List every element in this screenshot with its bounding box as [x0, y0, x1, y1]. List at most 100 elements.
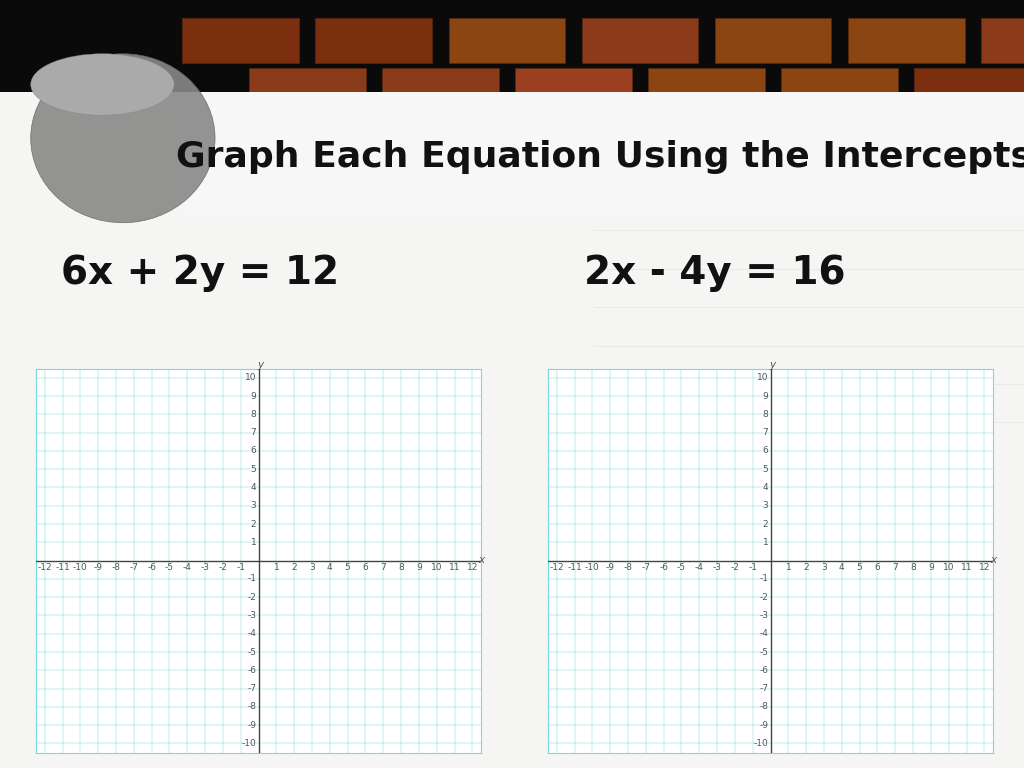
Text: 10: 10 — [943, 564, 954, 572]
Text: 2: 2 — [763, 520, 768, 528]
FancyBboxPatch shape — [848, 18, 965, 63]
FancyBboxPatch shape — [449, 18, 565, 63]
FancyBboxPatch shape — [715, 18, 831, 63]
Text: 9: 9 — [763, 392, 768, 401]
Text: -3: -3 — [201, 564, 210, 572]
Text: -3: -3 — [713, 564, 722, 572]
Text: -4: -4 — [695, 564, 703, 572]
FancyBboxPatch shape — [582, 118, 698, 163]
Text: -6: -6 — [760, 666, 768, 675]
Text: Graph Each Equation Using the Intercepts: Graph Each Equation Using the Intercepts — [176, 141, 1024, 174]
Text: 9: 9 — [251, 392, 256, 401]
Text: -3: -3 — [760, 611, 768, 620]
Text: -4: -4 — [183, 564, 191, 572]
Text: -10: -10 — [754, 739, 768, 748]
Bar — [184, 0, 1024, 169]
Bar — [184, 92, 1024, 215]
Text: -2: -2 — [248, 593, 256, 601]
FancyBboxPatch shape — [182, 18, 299, 63]
Text: 2: 2 — [251, 520, 256, 528]
Text: 8: 8 — [910, 564, 916, 572]
Text: 9: 9 — [416, 564, 422, 572]
Text: -8: -8 — [760, 703, 768, 711]
Text: 2x - 4y = 16: 2x - 4y = 16 — [584, 253, 845, 292]
Text: 7: 7 — [763, 428, 768, 437]
Text: -11: -11 — [567, 564, 582, 572]
Text: 3: 3 — [309, 564, 315, 572]
Text: -5: -5 — [165, 564, 174, 572]
Text: -12: -12 — [38, 564, 52, 572]
Bar — [0, 92, 1024, 768]
Text: x: x — [990, 554, 996, 564]
Text: -4: -4 — [248, 629, 256, 638]
Ellipse shape — [31, 54, 174, 115]
Text: -8: -8 — [248, 703, 256, 711]
FancyBboxPatch shape — [582, 18, 698, 63]
Text: 10: 10 — [245, 373, 256, 382]
Text: 10: 10 — [431, 564, 442, 572]
Text: 7: 7 — [892, 564, 898, 572]
Text: -12: -12 — [550, 564, 564, 572]
Text: -7: -7 — [760, 684, 768, 694]
Text: 4: 4 — [763, 483, 768, 492]
Text: -9: -9 — [94, 564, 102, 572]
Text: -2: -2 — [730, 564, 739, 572]
Text: -10: -10 — [73, 564, 88, 572]
Text: 4: 4 — [839, 564, 845, 572]
FancyBboxPatch shape — [648, 68, 765, 113]
FancyBboxPatch shape — [848, 118, 965, 163]
Text: 6x + 2y = 12: 6x + 2y = 12 — [61, 253, 340, 292]
Text: -7: -7 — [248, 684, 256, 694]
Text: -5: -5 — [760, 647, 768, 657]
Text: -3: -3 — [248, 611, 256, 620]
Text: 9: 9 — [928, 564, 934, 572]
Text: 5: 5 — [251, 465, 256, 474]
Text: 12: 12 — [467, 564, 478, 572]
Text: 3: 3 — [251, 502, 256, 510]
Text: 7: 7 — [251, 428, 256, 437]
Text: 6: 6 — [763, 446, 768, 455]
Text: -10: -10 — [585, 564, 600, 572]
Text: 6: 6 — [362, 564, 369, 572]
Text: 11: 11 — [449, 564, 461, 572]
Text: 12: 12 — [979, 564, 990, 572]
Bar — [0, 0, 1024, 92]
Text: 8: 8 — [398, 564, 404, 572]
Text: 8: 8 — [251, 410, 256, 419]
Text: 4: 4 — [327, 564, 333, 572]
Text: -1: -1 — [248, 574, 256, 584]
Text: -5: -5 — [677, 564, 686, 572]
Text: 1: 1 — [273, 564, 280, 572]
FancyBboxPatch shape — [715, 118, 831, 163]
FancyBboxPatch shape — [249, 68, 366, 113]
FancyBboxPatch shape — [914, 68, 1024, 113]
Text: x: x — [478, 554, 484, 564]
FancyBboxPatch shape — [182, 118, 299, 163]
Text: -9: -9 — [248, 720, 256, 730]
Text: -6: -6 — [659, 564, 668, 572]
Text: -5: -5 — [248, 647, 256, 657]
Text: y: y — [769, 360, 775, 370]
Text: 8: 8 — [763, 410, 768, 419]
Text: 1: 1 — [763, 538, 768, 547]
FancyBboxPatch shape — [315, 18, 432, 63]
Text: 11: 11 — [961, 564, 973, 572]
Text: -2: -2 — [760, 593, 768, 601]
Text: 2: 2 — [292, 564, 297, 572]
Text: -8: -8 — [624, 564, 633, 572]
Text: 4: 4 — [251, 483, 256, 492]
Text: -2: -2 — [218, 564, 227, 572]
Text: -7: -7 — [129, 564, 138, 572]
Text: -11: -11 — [55, 564, 70, 572]
Text: -10: -10 — [242, 739, 256, 748]
Text: 2: 2 — [804, 564, 809, 572]
Text: 6: 6 — [874, 564, 881, 572]
Text: 6: 6 — [251, 446, 256, 455]
Text: -7: -7 — [641, 564, 650, 572]
Ellipse shape — [31, 54, 215, 223]
FancyBboxPatch shape — [515, 68, 632, 113]
Text: 5: 5 — [763, 465, 768, 474]
Text: 1: 1 — [785, 564, 792, 572]
Text: 1: 1 — [251, 538, 256, 547]
FancyBboxPatch shape — [315, 118, 432, 163]
